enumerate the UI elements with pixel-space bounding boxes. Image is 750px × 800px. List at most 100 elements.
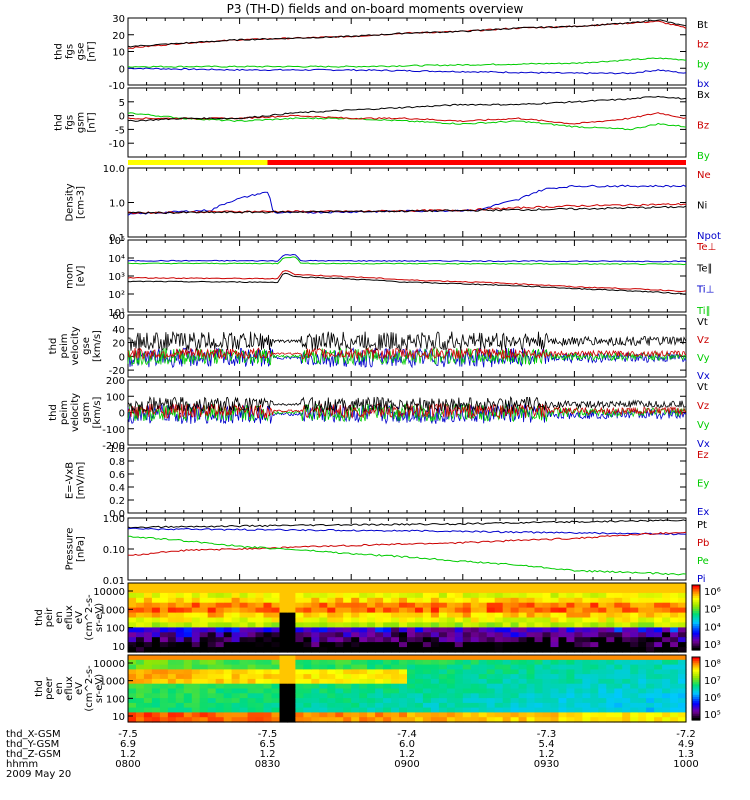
spectrogram-cell xyxy=(271,642,281,648)
spectrogram-cell xyxy=(566,712,575,718)
spectrogram-cell xyxy=(159,712,169,718)
spectrogram-cell xyxy=(399,702,408,709)
spectrogram-cell xyxy=(462,627,472,633)
spectrogram-cell xyxy=(606,655,615,661)
y-axis-label: thd xyxy=(34,680,45,697)
spectrogram-cell xyxy=(223,607,233,614)
spectrogram-cell xyxy=(183,702,193,709)
spectrogram-cell xyxy=(558,587,568,594)
spectrogram-cell xyxy=(231,637,241,643)
spectrogram-cell xyxy=(678,693,687,699)
spectrogram-cell xyxy=(407,655,416,661)
spectrogram-cell xyxy=(415,627,424,633)
spectrogram-cell xyxy=(646,698,655,704)
spectrogram-cell xyxy=(191,622,201,628)
colorbar-cell xyxy=(692,703,700,706)
spectrogram-cell xyxy=(383,602,392,609)
spectrogram-cell xyxy=(614,592,623,599)
spectrogram-cell xyxy=(175,707,185,713)
spectrogram-cell xyxy=(255,717,265,723)
spectrogram-cell xyxy=(295,647,304,653)
spectrogram-cell xyxy=(598,712,607,718)
spectrogram-cell xyxy=(207,674,217,680)
spectrogram-cell xyxy=(223,678,233,685)
spectrogram-cell xyxy=(662,602,671,609)
spectrogram-cell xyxy=(335,693,344,699)
spectrogram-cell xyxy=(151,602,161,609)
spectrogram-cell xyxy=(199,659,209,666)
spectrogram-cell xyxy=(574,627,583,633)
colorbar-cell xyxy=(692,669,700,673)
spectrogram-cell xyxy=(191,627,201,633)
spectrogram-cell xyxy=(510,693,520,699)
colorbar-cell xyxy=(692,692,700,696)
spectrogram-cell xyxy=(191,612,201,619)
spectrogram-cell xyxy=(415,683,424,690)
spectrogram-cell xyxy=(231,707,241,713)
spectrogram-cell xyxy=(510,587,520,594)
spectrogram-cell xyxy=(502,702,512,709)
spectrogram-cell xyxy=(391,698,400,704)
spectrogram-cell xyxy=(478,592,488,599)
spectrogram-cell xyxy=(136,642,145,648)
spectrogram-cell xyxy=(255,702,265,709)
spectrogram-cell xyxy=(678,655,687,661)
spectrogram-cell xyxy=(590,622,599,628)
spectrogram-cell xyxy=(383,664,392,670)
footer-row-label: hhmm xyxy=(6,759,38,770)
spectrogram-cell xyxy=(598,607,607,614)
spectrogram-cell xyxy=(263,712,273,718)
spectrogram-cell xyxy=(263,642,273,648)
legend-entry: Npot xyxy=(697,231,721,242)
legend-entry: Pb xyxy=(697,538,709,549)
spectrogram-cell xyxy=(502,659,512,666)
y-tick-label: 0.0 xyxy=(109,509,125,520)
spectrogram-cell xyxy=(407,583,416,589)
spectrogram-cell xyxy=(327,698,336,704)
spectrogram-cell xyxy=(136,597,145,604)
legend-entry: Vt xyxy=(697,382,708,393)
spectrogram-cell xyxy=(391,659,400,666)
y-axis-label: E=-VxB xyxy=(65,462,76,499)
colorbar-cell xyxy=(692,617,700,621)
spectrogram-cell xyxy=(670,707,679,713)
spectrogram-cell xyxy=(654,664,663,670)
spectrogram-cell xyxy=(215,664,225,670)
spectrogram-cell xyxy=(494,587,504,594)
spectrogram-cell xyxy=(438,607,448,614)
spectrogram-cell xyxy=(670,659,679,666)
spectrogram-cell xyxy=(151,712,161,718)
spectrogram-cell xyxy=(343,674,352,680)
spectrogram-cell xyxy=(359,693,368,699)
legend-entry: Bz xyxy=(697,121,709,132)
spectrogram-cell xyxy=(383,587,392,594)
spectrogram-cell xyxy=(359,707,368,713)
spectrogram-cell xyxy=(542,592,552,599)
spectrogram-cell xyxy=(446,612,456,619)
spectrogram-cell xyxy=(510,688,520,694)
spectrogram-cell xyxy=(558,669,568,675)
spectrogram-cell xyxy=(343,612,352,619)
spectrogram-cell xyxy=(255,622,265,628)
y-tick-label: 10000 xyxy=(93,659,125,670)
series-line xyxy=(127,67,687,75)
spectrogram-cell xyxy=(630,659,639,666)
legend-entry: Te∥ xyxy=(696,263,713,274)
spectrogram-cell xyxy=(510,583,520,589)
spectrogram-cell xyxy=(183,674,193,680)
spectrogram-cell xyxy=(622,632,631,638)
spectrogram-cell xyxy=(598,592,607,599)
spectrogram-cell xyxy=(494,717,504,723)
spectrogram-cell xyxy=(167,674,177,680)
y-tick-label: 0.8 xyxy=(109,457,125,468)
spectrogram-cell xyxy=(510,669,520,675)
spectrogram-cell xyxy=(207,678,217,685)
colorbar-cell xyxy=(692,634,700,638)
spectrogram-cell xyxy=(662,712,671,718)
spectrogram-cell xyxy=(638,642,647,648)
spectrogram-cell xyxy=(207,587,217,594)
colorbar-cell xyxy=(692,602,700,606)
spectrogram-cell xyxy=(335,664,344,670)
spectrogram-cell xyxy=(486,717,496,723)
spectrogram-cell xyxy=(136,632,145,638)
